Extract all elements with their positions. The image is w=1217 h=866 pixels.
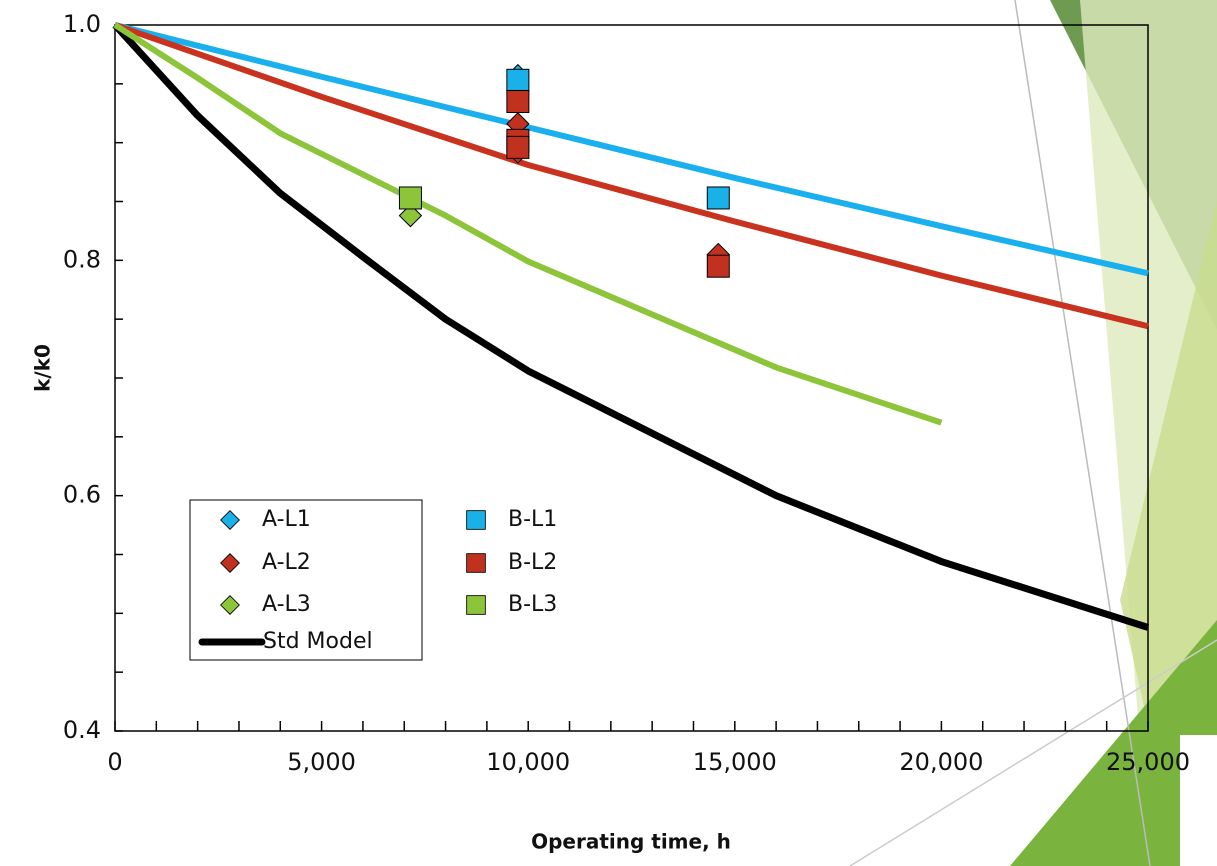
y-tick-label: 0.4 [63, 716, 101, 744]
legend-marker [220, 510, 240, 530]
x-tick-label: 10,000 [486, 748, 570, 776]
x-tick-label: 0 [107, 748, 122, 776]
x-tick-label: 20,000 [899, 748, 983, 776]
legend-label: Std Model [263, 629, 373, 654]
legend-label: A-L3 [262, 592, 311, 617]
x-tick-label: 5,000 [287, 748, 356, 776]
slide-decoration [849, 0, 1217, 866]
line [113, 22, 943, 426]
legend-marker [466, 510, 486, 530]
data-point [506, 89, 530, 113]
legend-label: B-L3 [508, 592, 557, 617]
data-point [506, 135, 530, 159]
data-point [706, 186, 730, 210]
legend-marker [220, 595, 240, 615]
line [114, 22, 1149, 277]
data-point [506, 68, 530, 92]
legend-label: B-L2 [508, 550, 557, 575]
slide-decoration [1180, 735, 1217, 866]
y-tick-label: 0.8 [63, 245, 101, 273]
data-point [398, 203, 423, 228]
y-tick-label: 1.0 [63, 10, 101, 38]
x-tick-label: 25,000 [1106, 748, 1190, 776]
data-point [398, 186, 422, 210]
y-tick-label: 0.6 [63, 481, 101, 509]
y-axis-title: k/k0 [31, 344, 55, 392]
x-axis-title: Operating time, h [531, 830, 731, 854]
legend: A-L1 B-L1 A-L2 B-L2 A-L3 B-L3 Std Model [189, 499, 557, 661]
legend-label: B-L1 [508, 507, 557, 532]
legend-marker [466, 595, 486, 615]
line [114, 22, 1149, 330]
x-tick-label: 15,000 [693, 748, 777, 776]
legend-marker [466, 553, 486, 573]
legend-marker [220, 553, 240, 573]
legend-label: A-L2 [262, 550, 311, 575]
line [112, 22, 1150, 631]
data-point [706, 254, 730, 278]
legend-label: A-L1 [262, 507, 311, 532]
